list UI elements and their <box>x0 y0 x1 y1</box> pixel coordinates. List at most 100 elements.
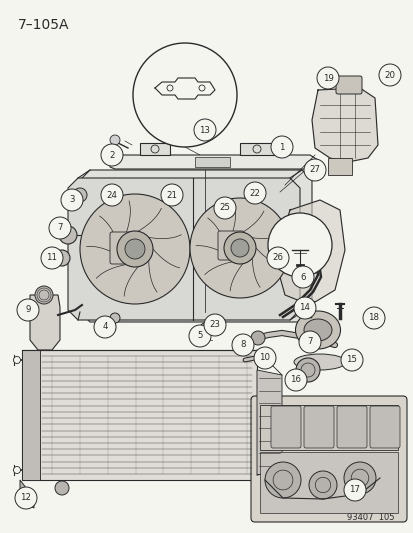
Circle shape <box>94 316 116 338</box>
Circle shape <box>343 462 375 494</box>
Circle shape <box>17 299 39 321</box>
Polygon shape <box>80 170 311 322</box>
FancyBboxPatch shape <box>218 231 243 260</box>
Circle shape <box>298 331 320 353</box>
Circle shape <box>54 250 70 266</box>
Text: 5: 5 <box>197 332 202 341</box>
Polygon shape <box>20 480 34 508</box>
FancyBboxPatch shape <box>369 406 399 448</box>
Circle shape <box>362 307 384 329</box>
Circle shape <box>49 217 71 239</box>
Circle shape <box>204 314 225 336</box>
Circle shape <box>214 197 235 219</box>
Text: 22: 22 <box>249 189 260 198</box>
Text: 27: 27 <box>309 166 320 174</box>
Circle shape <box>73 188 87 202</box>
Polygon shape <box>22 350 256 480</box>
Circle shape <box>291 266 313 288</box>
Text: 6: 6 <box>299 272 305 281</box>
Text: 7–105A: 7–105A <box>18 18 69 32</box>
Polygon shape <box>110 155 317 169</box>
Circle shape <box>35 286 53 304</box>
Text: 16: 16 <box>290 376 301 384</box>
Polygon shape <box>30 295 60 350</box>
Circle shape <box>110 313 120 323</box>
Circle shape <box>14 466 21 473</box>
Text: 93407  105: 93407 105 <box>347 513 394 522</box>
Polygon shape <box>277 200 344 305</box>
Circle shape <box>133 43 236 147</box>
Polygon shape <box>259 405 397 450</box>
Circle shape <box>110 135 120 145</box>
Circle shape <box>214 317 224 327</box>
Circle shape <box>55 481 69 495</box>
Circle shape <box>378 64 400 86</box>
Text: 3: 3 <box>69 196 75 205</box>
Circle shape <box>161 184 183 206</box>
Circle shape <box>343 479 365 501</box>
Text: 13: 13 <box>199 125 210 134</box>
Circle shape <box>41 247 63 269</box>
Text: 11: 11 <box>46 254 57 262</box>
Text: 7: 7 <box>57 223 63 232</box>
Polygon shape <box>140 143 170 155</box>
Ellipse shape <box>303 319 331 341</box>
Ellipse shape <box>293 354 345 370</box>
Text: 23: 23 <box>209 320 220 329</box>
Circle shape <box>61 189 83 211</box>
Polygon shape <box>240 143 274 155</box>
Polygon shape <box>311 88 377 162</box>
Circle shape <box>264 462 300 498</box>
Text: 24: 24 <box>106 190 117 199</box>
Circle shape <box>295 358 319 382</box>
Circle shape <box>194 119 216 141</box>
Circle shape <box>199 323 209 333</box>
Circle shape <box>190 198 289 298</box>
Text: 1: 1 <box>279 142 284 151</box>
Circle shape <box>316 67 338 89</box>
Text: 9: 9 <box>25 305 31 314</box>
Circle shape <box>308 471 336 499</box>
Text: 18: 18 <box>368 313 379 322</box>
Circle shape <box>250 331 264 345</box>
Circle shape <box>80 194 190 304</box>
Circle shape <box>231 334 254 356</box>
Circle shape <box>303 159 325 181</box>
Text: 20: 20 <box>384 70 394 79</box>
Text: 2: 2 <box>109 150 114 159</box>
FancyBboxPatch shape <box>335 76 361 94</box>
Circle shape <box>293 297 315 319</box>
Text: 8: 8 <box>240 341 245 350</box>
Circle shape <box>254 347 275 369</box>
Polygon shape <box>256 370 281 475</box>
Polygon shape <box>68 178 299 320</box>
Circle shape <box>101 144 123 166</box>
Circle shape <box>14 357 21 364</box>
Text: 10: 10 <box>259 353 270 362</box>
Circle shape <box>284 369 306 391</box>
FancyBboxPatch shape <box>250 396 406 522</box>
Polygon shape <box>259 452 397 513</box>
Text: 14: 14 <box>299 303 310 312</box>
Text: 7: 7 <box>306 337 312 346</box>
Circle shape <box>117 231 153 267</box>
Circle shape <box>223 232 255 264</box>
FancyBboxPatch shape <box>336 406 366 448</box>
FancyBboxPatch shape <box>271 406 300 448</box>
Circle shape <box>125 239 145 259</box>
Text: 25: 25 <box>219 204 230 213</box>
Circle shape <box>271 136 292 158</box>
Text: 15: 15 <box>346 356 357 365</box>
Text: 17: 17 <box>349 486 360 495</box>
Polygon shape <box>327 158 351 175</box>
Text: 4: 4 <box>102 322 107 332</box>
Text: 19: 19 <box>322 74 332 83</box>
Circle shape <box>267 213 331 277</box>
Circle shape <box>59 226 77 244</box>
Polygon shape <box>22 350 40 480</box>
FancyBboxPatch shape <box>303 406 333 448</box>
Circle shape <box>189 325 211 347</box>
Text: 26: 26 <box>272 254 283 262</box>
Text: 21: 21 <box>166 190 177 199</box>
Circle shape <box>340 349 362 371</box>
